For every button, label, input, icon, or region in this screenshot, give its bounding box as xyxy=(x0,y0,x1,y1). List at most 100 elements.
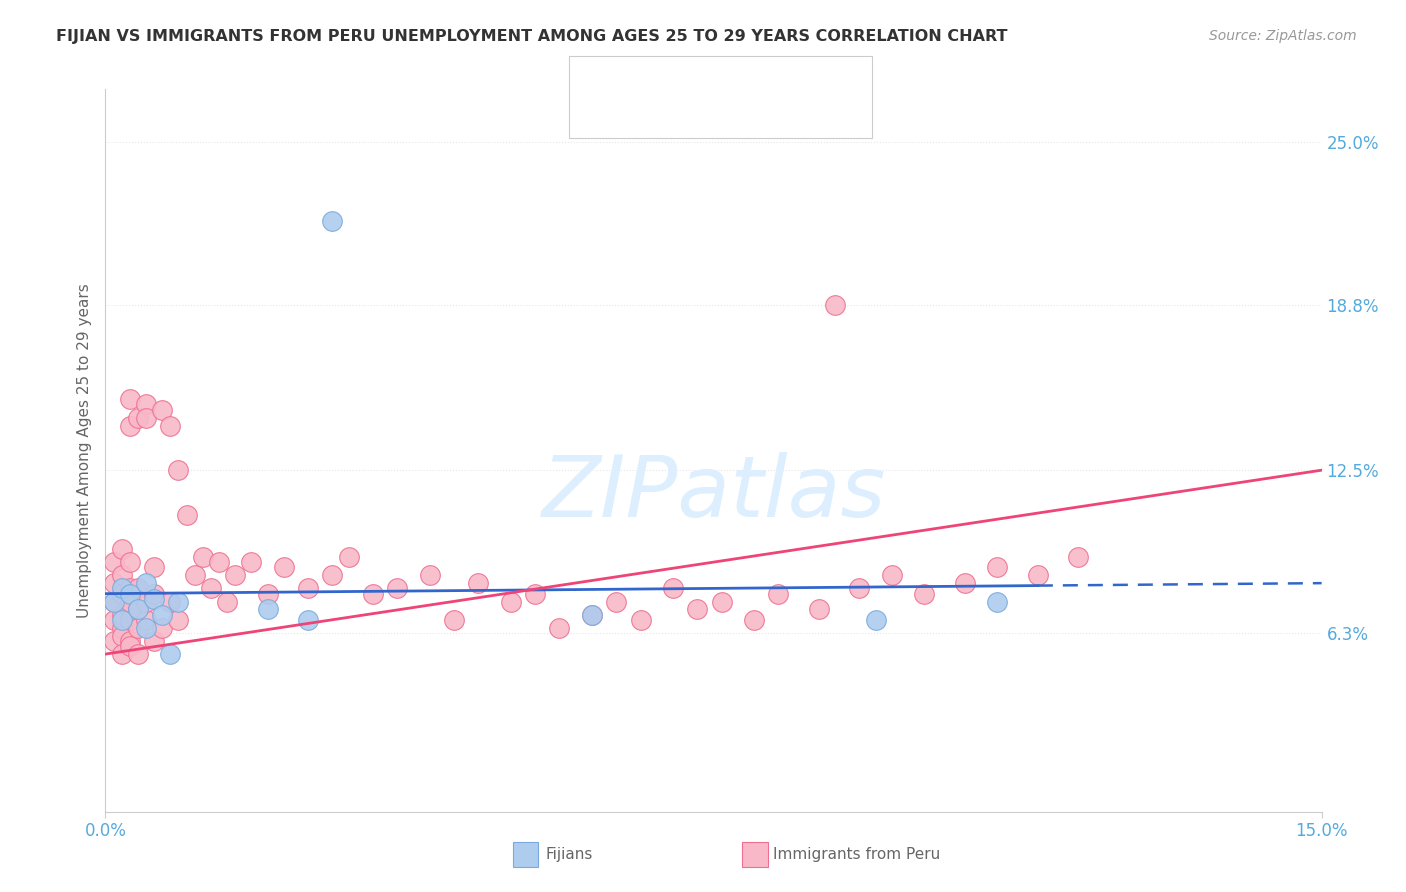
Point xyxy=(467,576,489,591)
Point xyxy=(111,629,134,643)
Point xyxy=(848,582,870,596)
Point xyxy=(143,560,166,574)
Point xyxy=(118,582,141,596)
Point xyxy=(581,607,603,622)
Point xyxy=(208,555,231,569)
Point xyxy=(191,549,214,564)
Point xyxy=(111,582,134,596)
Point xyxy=(143,591,166,606)
Point xyxy=(118,613,141,627)
Point xyxy=(111,621,134,635)
Point xyxy=(824,298,846,312)
Point xyxy=(135,621,157,635)
Point xyxy=(103,613,125,627)
Point xyxy=(127,602,149,616)
Point xyxy=(159,647,181,661)
Point xyxy=(256,587,278,601)
Point xyxy=(111,613,134,627)
Point xyxy=(103,555,125,569)
Point xyxy=(127,647,149,661)
Point xyxy=(111,568,134,582)
Point xyxy=(361,587,384,601)
Y-axis label: Unemployment Among Ages 25 to 29 years: Unemployment Among Ages 25 to 29 years xyxy=(76,283,91,618)
Point xyxy=(150,402,173,417)
Point xyxy=(135,397,157,411)
Point xyxy=(297,582,319,596)
Point xyxy=(387,582,409,596)
Point xyxy=(986,560,1008,574)
Point xyxy=(159,418,181,433)
Point xyxy=(1067,549,1090,564)
Point xyxy=(297,613,319,627)
Point xyxy=(118,418,141,433)
Point xyxy=(742,613,765,627)
Point xyxy=(321,213,343,227)
Bar xyxy=(586,101,614,128)
Point xyxy=(273,560,295,574)
Point xyxy=(710,594,733,608)
Point xyxy=(167,463,190,477)
Point xyxy=(865,613,887,627)
Point xyxy=(103,576,125,591)
Point xyxy=(321,568,343,582)
Point xyxy=(167,594,190,608)
Point xyxy=(103,634,125,648)
Point xyxy=(118,594,141,608)
Point xyxy=(143,587,166,601)
Point xyxy=(419,568,441,582)
Point xyxy=(768,587,790,601)
Point xyxy=(176,508,198,522)
Point xyxy=(217,594,239,608)
Point xyxy=(150,607,173,622)
Point xyxy=(118,555,141,569)
Point xyxy=(111,647,134,661)
Point xyxy=(127,582,149,596)
Text: Source: ZipAtlas.com: Source: ZipAtlas.com xyxy=(1209,29,1357,43)
Point xyxy=(103,594,125,608)
Point xyxy=(183,568,205,582)
Point xyxy=(499,594,522,608)
Point xyxy=(135,613,157,627)
Point xyxy=(443,613,465,627)
Point xyxy=(548,621,571,635)
Text: Immigrants from Peru: Immigrants from Peru xyxy=(773,847,941,862)
Point xyxy=(118,639,141,653)
Point xyxy=(103,594,125,608)
Point xyxy=(118,392,141,407)
Point xyxy=(118,634,141,648)
Point xyxy=(256,602,278,616)
Text: FIJIAN VS IMMIGRANTS FROM PERU UNEMPLOYMENT AMONG AGES 25 TO 29 YEARS CORRELATIO: FIJIAN VS IMMIGRANTS FROM PERU UNEMPLOYM… xyxy=(56,29,1008,44)
Point xyxy=(127,410,149,425)
Point xyxy=(524,587,547,601)
Point xyxy=(127,621,149,635)
Point xyxy=(581,607,603,622)
Point xyxy=(159,594,181,608)
Point xyxy=(605,594,627,608)
Point xyxy=(337,549,360,564)
Point xyxy=(1026,568,1049,582)
Point xyxy=(240,555,263,569)
Point xyxy=(118,587,141,601)
Point xyxy=(135,410,157,425)
Point xyxy=(150,621,173,635)
Text: R = 0.024   N = 16: R = 0.024 N = 16 xyxy=(631,71,801,90)
Point xyxy=(686,602,709,616)
Text: ZIPatlas: ZIPatlas xyxy=(541,452,886,535)
Point xyxy=(167,613,190,627)
Bar xyxy=(586,67,614,94)
Point xyxy=(880,568,903,582)
Point xyxy=(953,576,976,591)
Point xyxy=(630,613,652,627)
Point xyxy=(127,602,149,616)
Point xyxy=(118,602,141,616)
Point xyxy=(135,594,157,608)
Point xyxy=(200,582,222,596)
Point xyxy=(111,541,134,556)
Point xyxy=(135,576,157,591)
Point xyxy=(807,602,830,616)
Text: Fijians: Fijians xyxy=(546,847,593,862)
Text: R = 0.244   N = 76: R = 0.244 N = 76 xyxy=(631,104,801,123)
Point xyxy=(111,607,134,622)
Point xyxy=(224,568,246,582)
Point xyxy=(912,587,935,601)
